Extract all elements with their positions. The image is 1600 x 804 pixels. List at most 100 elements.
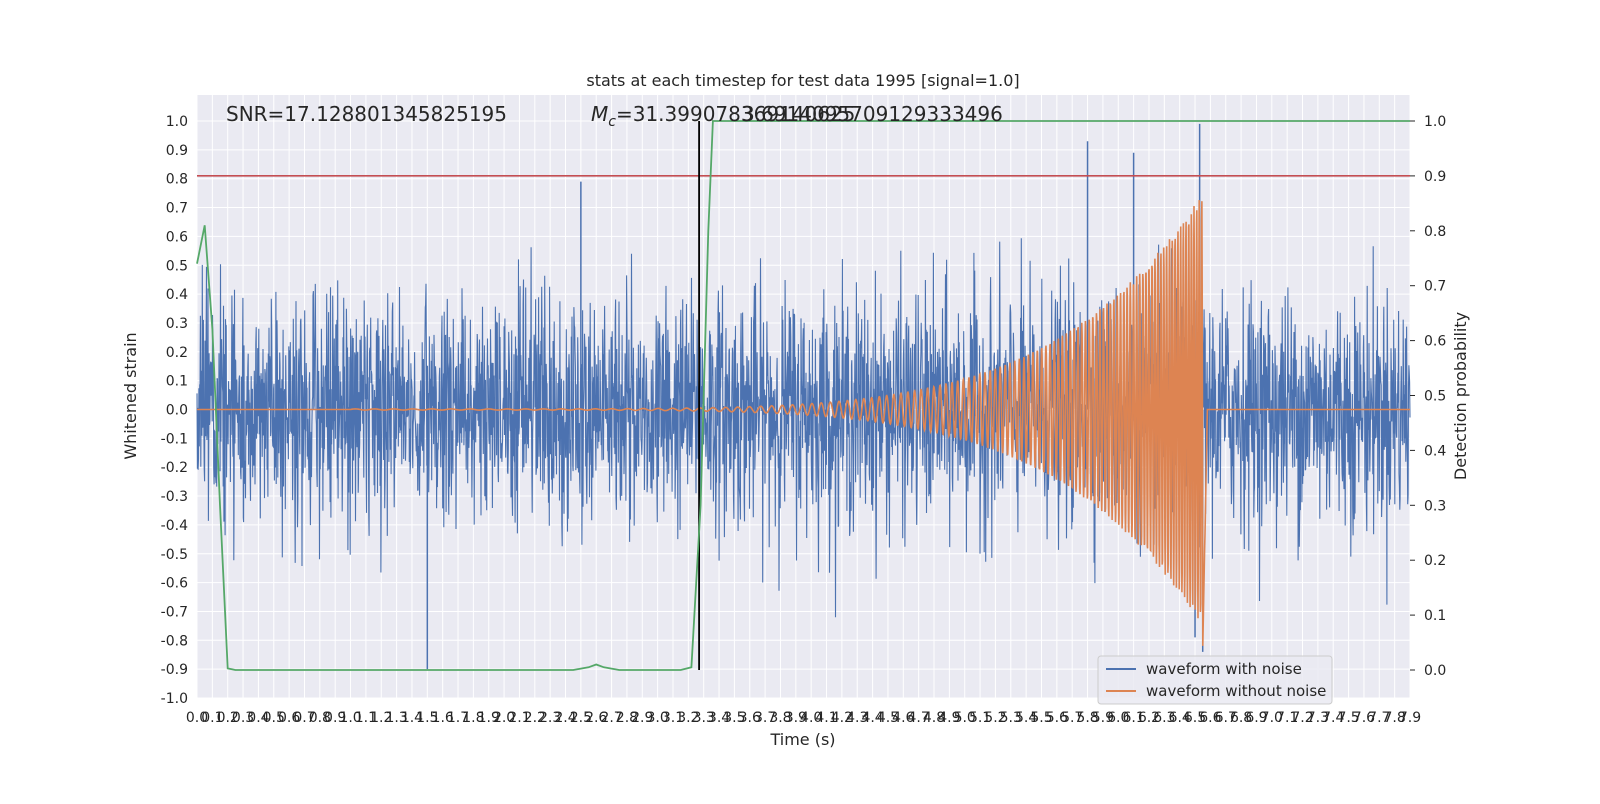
x-tick-label: 7.4 [1322, 710, 1344, 726]
y-tick-label: 0.0 [166, 403, 188, 419]
x-ticks: 0.00.10.20.30.40.50.60.70.80.91.01.11.21… [186, 710, 1421, 726]
x-tick-label: 7.5 [1337, 710, 1359, 726]
y-tick-label: 0.1 [166, 374, 188, 390]
y-tick-label: -0.3 [161, 489, 188, 505]
x-tick-label: 5.7 [1061, 710, 1083, 726]
y2-tick-label: 0.0 [1424, 663, 1446, 679]
x-tick-label: 3.4 [708, 710, 730, 726]
y2-tick-label: 0.5 [1424, 389, 1446, 405]
mc-symbol: M [591, 102, 608, 126]
y-ticks: -1.0 -0.9 -0.8 -0.7 -0.6 -0.5 -0.4 -0.3 -0.2 -0.1… [161, 114, 188, 707]
x-tick-label: 3.0 [647, 710, 669, 726]
y2-tick-label: 0.1 [1424, 608, 1446, 624]
x-tick-label: 3.8 [769, 710, 791, 726]
x-tick-label: 0.4 [247, 710, 269, 726]
y-tick-label: -0.6 [161, 576, 188, 592]
y-tick-label: -0.9 [161, 662, 188, 678]
x-tick-label: 2.2 [524, 710, 546, 726]
x-tick-label: 7.2 [1291, 710, 1313, 726]
x-tick-label: 5.9 [1092, 710, 1114, 726]
x-tick-label: 2.5 [570, 710, 592, 726]
x-tick-label: 1.3 [385, 710, 407, 726]
x-tick-label: 5.5 [1030, 710, 1052, 726]
x-tick-label: 4.5 [877, 710, 899, 726]
x-tick-label: 0.0 [186, 710, 208, 726]
y2-ticks: 0.0 0.1 0.2 0.3 0.4 0.5 0.6 0.7 0.8 0.9 1.0 [1410, 114, 1446, 679]
x-tick-label: 1.7 [447, 710, 469, 726]
y2-tick-label: 0.6 [1424, 334, 1446, 350]
x-tick-label: 7.0 [1261, 710, 1283, 726]
x-tick-label: 4.9 [938, 710, 960, 726]
x-tick-label: 1.2 [370, 710, 392, 726]
x-tick-label: 6.0 [1107, 710, 1129, 726]
x-tick-label: 2.8 [616, 710, 638, 726]
y-tick-label: 0.4 [166, 287, 188, 303]
x-tick-label: 2.3 [539, 710, 561, 726]
x-tick-label: 2.7 [600, 710, 622, 726]
x-tick-label: 2.1 [508, 710, 530, 726]
x-tick-label: 3.5 [723, 710, 745, 726]
y-tick-label: 0.6 [166, 229, 188, 245]
x-tick-label: 7.3 [1307, 710, 1329, 726]
y-tick-label: 0.5 [166, 258, 188, 274]
x-tick-label: 4.8 [923, 710, 945, 726]
x-tick-label: 1.6 [432, 710, 454, 726]
x-tick-label: 1.0 [339, 710, 361, 726]
x-tick-label: 1.5 [416, 710, 438, 726]
x-tick-label: 3.2 [677, 710, 699, 726]
y2-tick-label: 0.7 [1424, 279, 1446, 295]
x-tick-label: 2.0 [493, 710, 515, 726]
x-tick-label: 4.7 [908, 710, 930, 726]
y-tick-label: -1.0 [161, 691, 188, 707]
y-tick-label: -0.2 [161, 460, 188, 476]
x-tick-label: 0.3 [232, 710, 254, 726]
x-tick-label: 0.7 [293, 710, 315, 726]
y2-tick-label: 0.9 [1424, 169, 1446, 185]
x-tick-label: 6.5 [1184, 710, 1206, 726]
y-tick-label: 1.0 [166, 114, 188, 130]
x-tick-label: 7.1 [1276, 710, 1298, 726]
detection-probability-line [196, 120, 1410, 671]
x-tick-label: 6.8 [1230, 710, 1252, 726]
y2-tick-label: 1.0 [1424, 114, 1446, 130]
x-tick-label: 4.0 [800, 710, 822, 726]
x-tick-label: 5.4 [1015, 710, 1037, 726]
x-tick-label: 5.6 [1046, 710, 1068, 726]
mc-subscript: c [608, 114, 616, 130]
x-tick-label: 3.9 [785, 710, 807, 726]
x-tick-label: 0.6 [278, 710, 300, 726]
x-tick-label: 1.4 [401, 710, 423, 726]
x-tick-label: 5.1 [969, 710, 991, 726]
y-tick-label: 0.3 [166, 316, 188, 332]
chart-title: stats at each timestep for test data 199… [586, 71, 1019, 90]
x-tick-label: 0.9 [324, 710, 346, 726]
overlap-annotation: 3.6914095709129333496 [742, 102, 1003, 126]
waveform-with-noise-line [196, 238, 1411, 618]
overlay-layer [196, 120, 1410, 671]
legend-label-clean: waveform without noise [1146, 682, 1326, 700]
x-tick-label: 6.4 [1169, 710, 1191, 726]
y2-tick-label: 0.3 [1424, 498, 1446, 514]
x-tick-label: 2.6 [585, 710, 607, 726]
x-tick-label: 4.1 [815, 710, 837, 726]
x-tick-label: 7.6 [1353, 710, 1375, 726]
legend-box [1097, 655, 1333, 705]
x-tick-label: 3.6 [739, 710, 761, 726]
y2-axis-label: Detection probability [1451, 312, 1470, 480]
legend: waveform with noise waveform without noi… [1097, 655, 1333, 705]
x-tick-label: 1.1 [355, 710, 377, 726]
x-tick-label: 4.4 [861, 710, 883, 726]
x-tick-label: 5.3 [1000, 710, 1022, 726]
x-tick-label: 5.8 [1076, 710, 1098, 726]
y-tick-label: -0.7 [161, 604, 188, 620]
x-tick-label: 0.1 [201, 710, 223, 726]
x-tick-label: 7.7 [1368, 710, 1390, 726]
y-tick-label: -0.5 [161, 547, 188, 563]
x-tick-label: 3.7 [754, 710, 776, 726]
y-axis-label: Whitened strain [121, 332, 140, 459]
x-tick-label: 0.2 [217, 710, 239, 726]
y-tick-label: 0.2 [166, 345, 188, 361]
x-tick-label: 6.6 [1199, 710, 1221, 726]
